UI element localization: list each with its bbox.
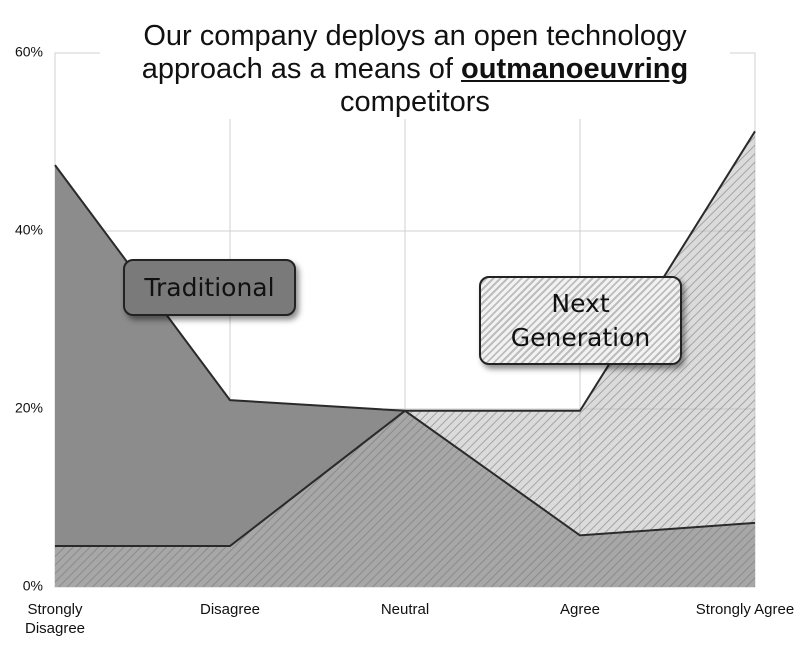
- y-tick-label: 0%: [23, 578, 43, 594]
- title-emphasis: outmanoeuvring: [461, 53, 689, 85]
- x-tick-label: Disagree: [199, 601, 261, 618]
- series-label: Next Generation: [479, 276, 682, 365]
- x-tick-label: Neutral: [380, 601, 430, 618]
- y-tick-label: 40%: [15, 222, 43, 238]
- area: [55, 165, 755, 587]
- title-line: Our company deploys an open technology: [143, 20, 687, 52]
- y-tick-label: 60%: [15, 44, 43, 60]
- x-tick-label: Strongly Disagree: [24, 601, 86, 637]
- chart-title: Our company deploys an open technology ap…: [100, 20, 730, 119]
- title-line: competitors: [340, 86, 490, 118]
- x-tick-label: Agree: [559, 601, 601, 618]
- y-tick-label: 20%: [15, 400, 43, 416]
- title-line: approach as a means of: [141, 53, 453, 85]
- area: [55, 131, 755, 587]
- series-label: Traditional: [123, 259, 296, 316]
- x-tick-label: Strongly Agree: [695, 601, 795, 618]
